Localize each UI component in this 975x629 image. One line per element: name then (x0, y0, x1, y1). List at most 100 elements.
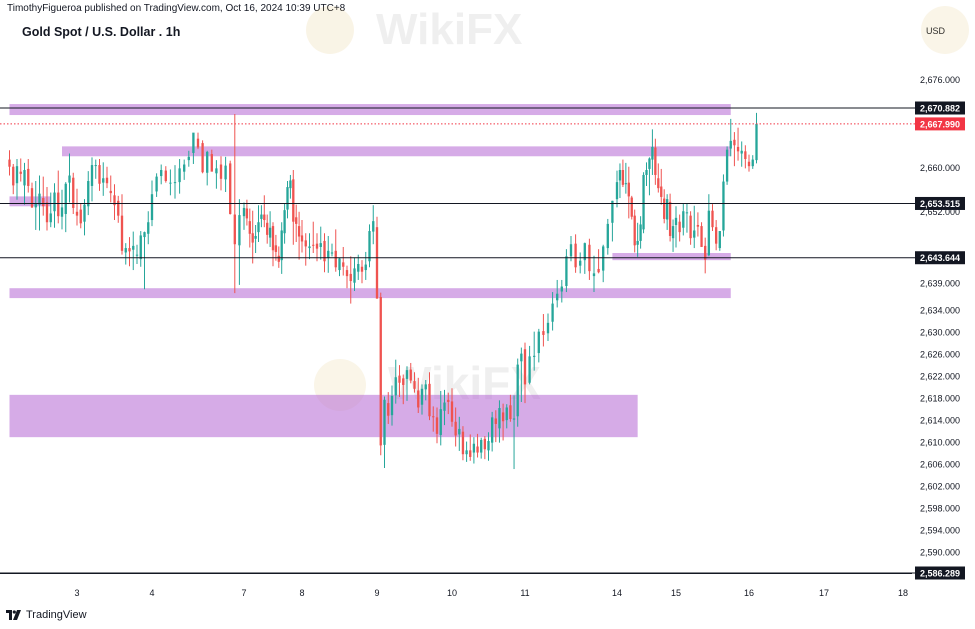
candle-body (150, 194, 154, 221)
candle (323, 233, 326, 273)
candle (592, 255, 596, 293)
candle-body (454, 421, 457, 436)
candle (696, 212, 700, 237)
candle-body (533, 355, 536, 357)
candle-body (178, 168, 181, 183)
candle (280, 222, 283, 274)
candle-body (725, 149, 729, 182)
candle (490, 411, 494, 452)
candle (155, 173, 158, 197)
candle (105, 166, 109, 189)
candle (574, 234, 577, 273)
candle (254, 224, 257, 254)
candle (674, 206, 678, 248)
candle (402, 374, 405, 405)
candle-body (565, 256, 568, 287)
last-price-tag-bg (915, 117, 965, 131)
x-tick-label: 16 (744, 588, 754, 598)
candle (704, 237, 707, 274)
candle-body (569, 244, 573, 257)
candle (160, 164, 163, 185)
candle-body (183, 164, 186, 172)
candle-body (271, 226, 275, 251)
candle (75, 188, 79, 226)
candle-body (308, 246, 311, 249)
candle (263, 195, 266, 228)
candle (494, 410, 497, 443)
candle-body (72, 177, 75, 208)
candle (618, 163, 622, 199)
candle-body (248, 221, 251, 234)
candle-body (251, 233, 254, 243)
candle-body (505, 407, 508, 421)
zone-zone-2 (62, 146, 731, 157)
candle-body (342, 262, 345, 267)
candle-body (334, 250, 337, 268)
candle (295, 204, 298, 243)
candle-body (201, 143, 204, 173)
candle-body (472, 443, 476, 453)
candle-body (398, 375, 401, 383)
candle-body (330, 252, 334, 254)
candle (660, 168, 663, 205)
symbol-title[interactable]: Gold Spot / U.S. Dollar . 1h (22, 25, 181, 39)
candle (432, 406, 435, 432)
candle-body (238, 215, 241, 246)
candle (57, 170, 60, 224)
candle-body (206, 151, 209, 173)
candle-body (12, 166, 15, 186)
candle-body (494, 418, 497, 424)
candle-body (537, 331, 540, 354)
candle (689, 211, 692, 245)
candle-body (405, 370, 409, 379)
candle (714, 220, 718, 251)
candle-body (432, 416, 435, 418)
y-tick-label: 2,598.000 (920, 504, 960, 514)
candle-body (224, 165, 227, 180)
candle (353, 257, 356, 291)
candle-body (245, 208, 249, 219)
candle (315, 233, 319, 262)
y-tick-label: 2,630.000 (920, 328, 960, 338)
candle-body (390, 395, 394, 416)
candle (501, 403, 505, 441)
candle-body (542, 331, 545, 335)
candle-body (722, 181, 725, 231)
candle-body (413, 381, 416, 389)
zone-zone-1 (9, 104, 731, 116)
y-axis[interactable]: 2,676.000 2,660.000 2,652.000 2,639.000 2,63… (920, 75, 960, 558)
candle-body (124, 248, 127, 253)
candle-body (242, 207, 246, 217)
candle-body (483, 438, 487, 450)
candle-body (707, 210, 711, 256)
candle (206, 150, 209, 186)
x-axis[interactable]: 3 4 7 8 9 10 11 14 15 16 17 18 (74, 588, 908, 598)
candle-body (297, 226, 301, 237)
candle (465, 441, 468, 462)
candle-body (105, 177, 109, 184)
candle (196, 132, 200, 150)
candle (588, 238, 591, 280)
candle (469, 434, 472, 461)
candle (139, 231, 142, 267)
candle-body (215, 168, 218, 174)
candle-body (102, 178, 105, 183)
candle-body (417, 390, 420, 408)
candle (94, 159, 97, 179)
candle (245, 199, 249, 226)
candle (379, 292, 382, 456)
tradingview-logo[interactable]: TradingView (6, 609, 87, 621)
currency-label[interactable]: USD (926, 26, 945, 36)
candle-body (490, 417, 494, 443)
price-line-layer (0, 107, 915, 574)
candle-body (736, 146, 740, 152)
candle-body (132, 245, 135, 250)
candle (277, 246, 280, 268)
candle-body (87, 181, 90, 207)
candle-body (516, 364, 519, 417)
zone-zone-6 (9, 394, 638, 438)
candle-body (597, 268, 600, 273)
candle-body (268, 227, 272, 238)
candle-body (53, 192, 56, 212)
